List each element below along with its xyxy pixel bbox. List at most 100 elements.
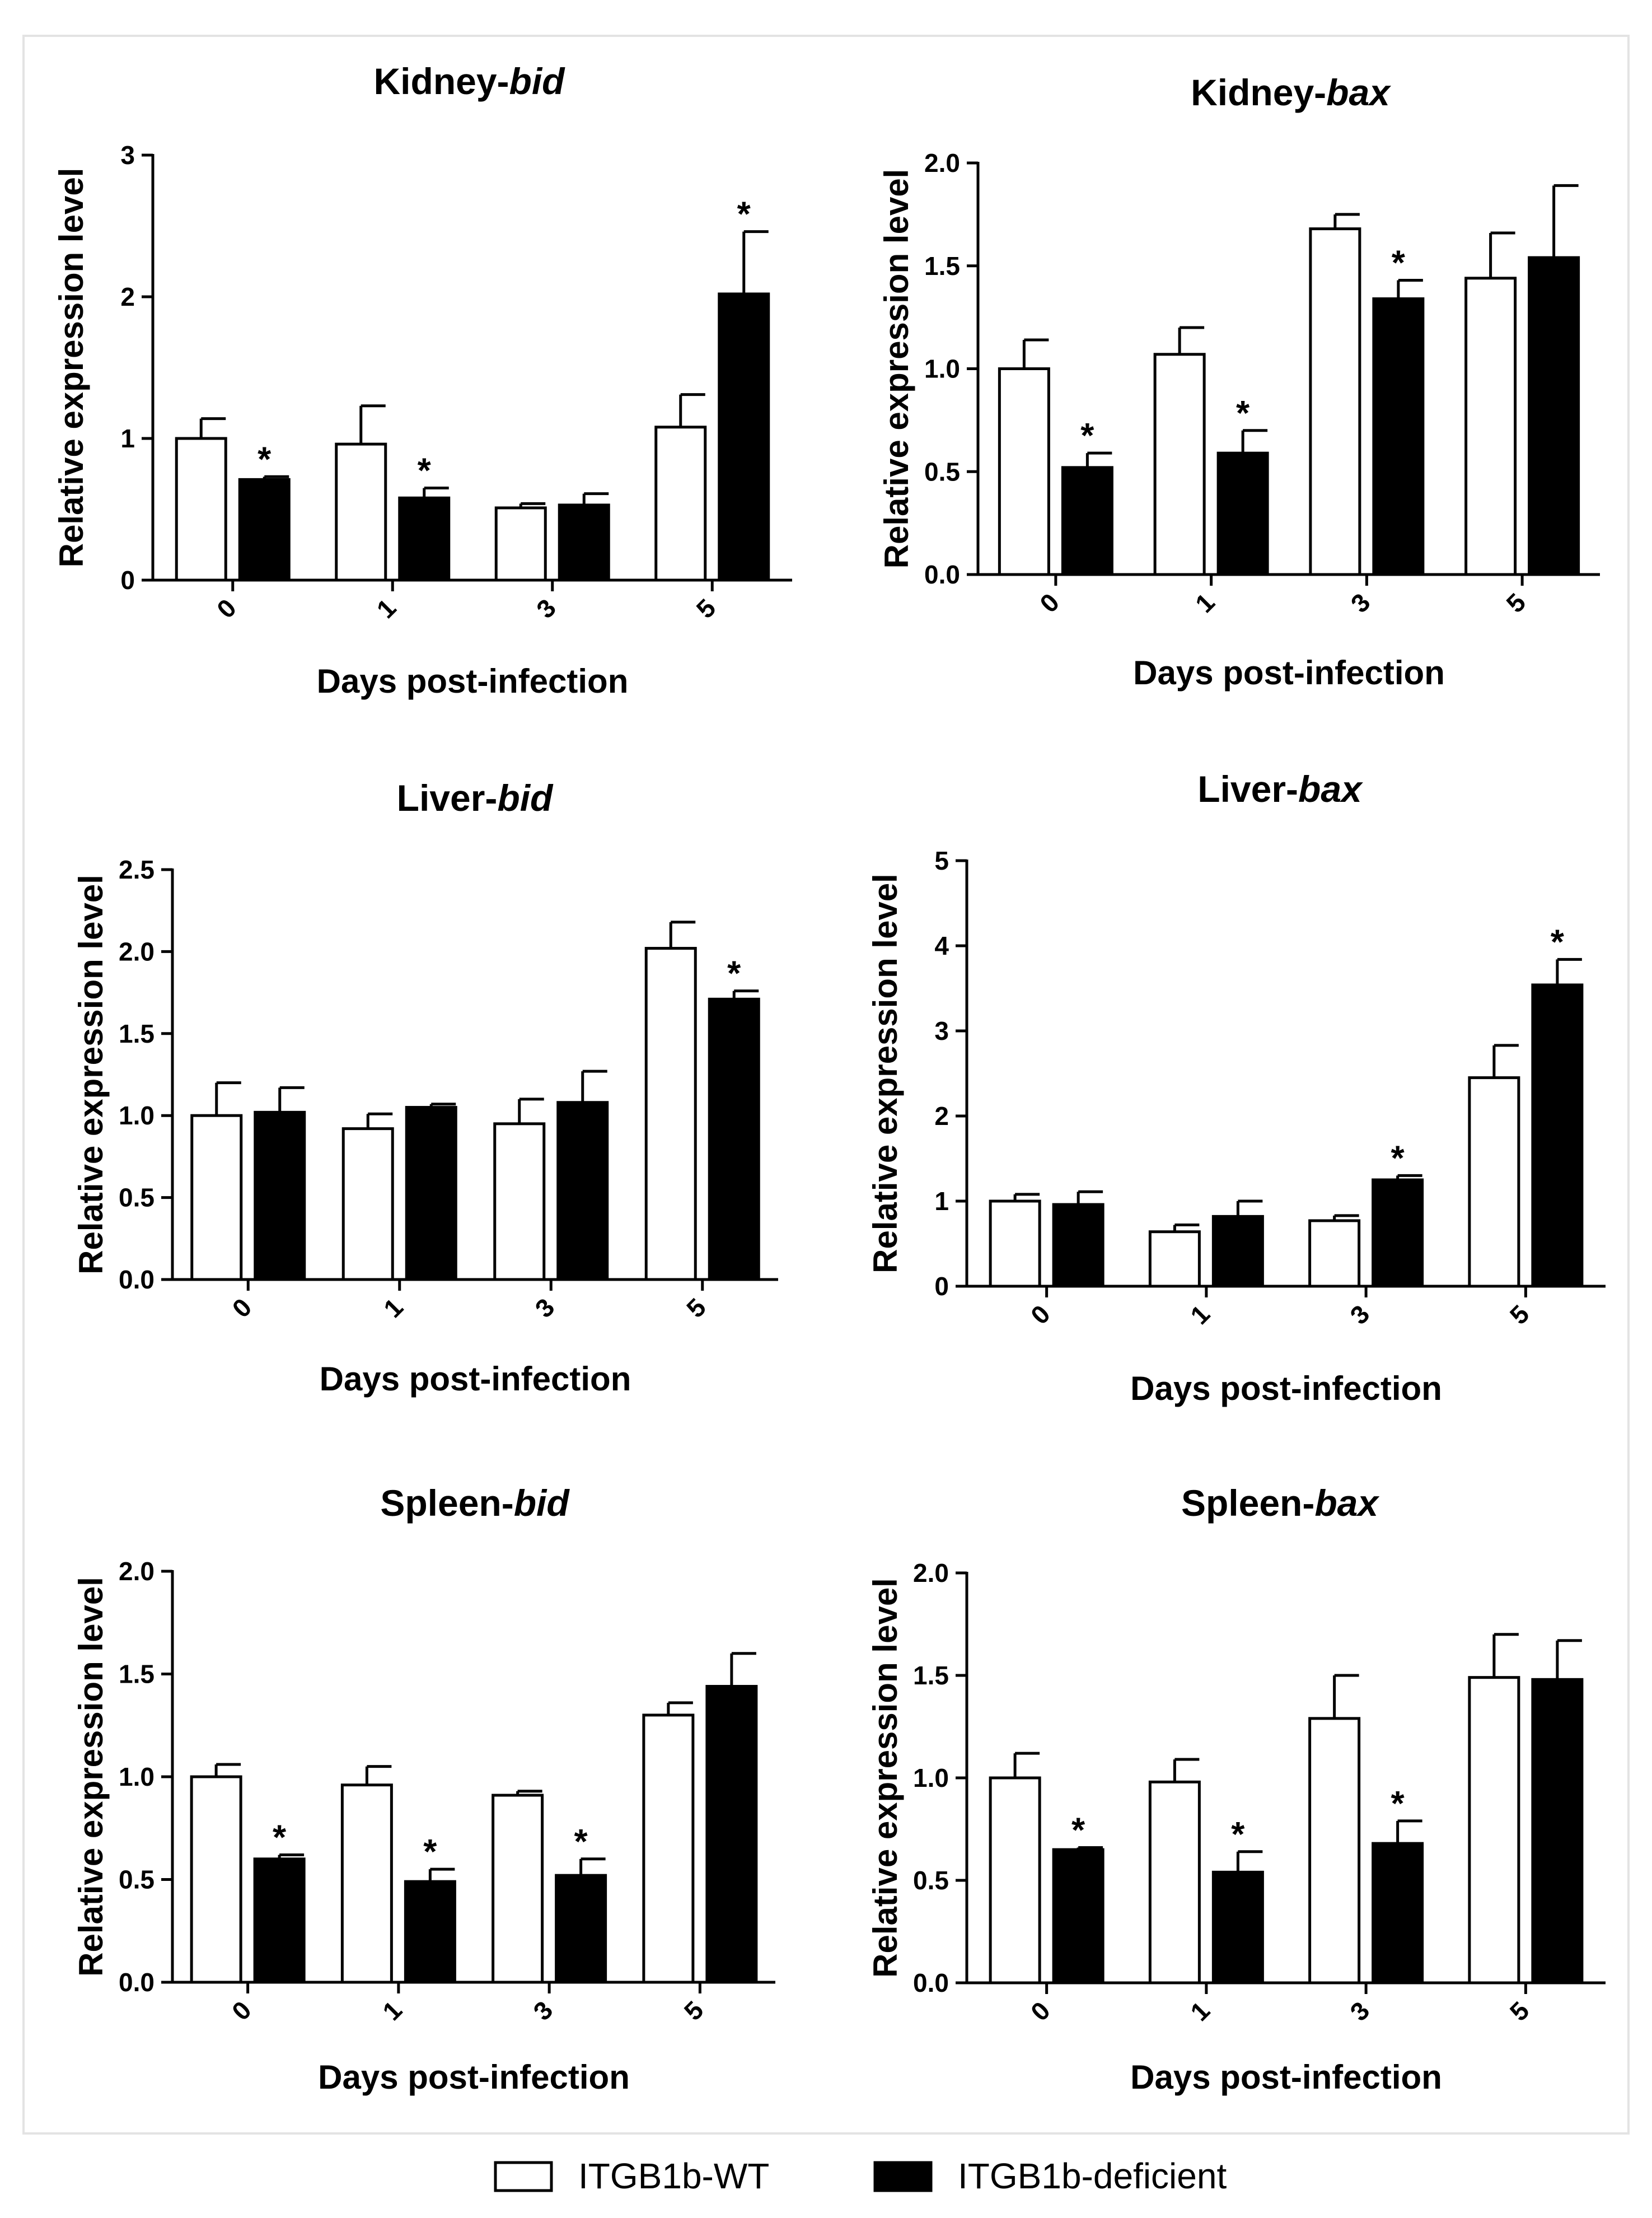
y-tick-label: 2.0 (913, 1558, 949, 1587)
significance-star: * (423, 1833, 437, 1871)
x-tick-label: 1 (371, 593, 402, 624)
chart-panel-kidney-bid: Kidney-bid 0 1 2 3 0 * 1 * 3 5 * Relative expression… (53, 60, 792, 700)
bar-deficient (238, 478, 291, 582)
bar-wt (1148, 1780, 1201, 1984)
x-tick-label: 3 (1345, 587, 1376, 618)
bar-wt (493, 1122, 546, 1281)
chart-title-organ: Liver- (1197, 768, 1298, 810)
bar-wt (494, 506, 547, 582)
x-tick-label: 0 (1034, 587, 1065, 618)
significance-star: * (1392, 244, 1406, 282)
significance-star: * (1080, 417, 1094, 455)
bar-wt (989, 1199, 1041, 1288)
significance-star: * (727, 955, 741, 993)
legend-swatch-deficient (873, 2161, 933, 2192)
bar-wt (190, 1775, 242, 1984)
y-tick-label: 1 (120, 424, 135, 453)
chart-title-gene: bid (514, 1482, 570, 1524)
y-tick-label: 0.0 (924, 560, 960, 589)
chart-panels: Kidney-bid 0 1 2 3 0 * 1 * 3 5 * Relative expression… (53, 60, 1606, 2096)
y-tick-label: 1 (934, 1187, 949, 1216)
bar-deficient (558, 503, 610, 582)
chart-title: Liver-bid (397, 777, 554, 819)
bar-wt (335, 442, 387, 582)
x-tick-label: 0 (226, 1995, 257, 2026)
y-tick-label: 0.0 (119, 1265, 155, 1294)
x-tick-label: 1 (377, 1995, 408, 2026)
chart-title: Spleen-bid (380, 1482, 570, 1524)
chart-panel-liver-bid: Liver-bid 0.0 0.5 1.0 1.5 2.0 2.5 0 1 3 5 * Relative… (72, 777, 778, 1398)
x-tick-label: 5 (1504, 1996, 1535, 2026)
significance-star: * (418, 452, 432, 491)
x-axis-label: Days post-infection (317, 662, 629, 700)
bar-deficient (705, 1685, 758, 1984)
bar-deficient (1211, 1870, 1264, 1984)
y-tick-label: 0.5 (119, 1865, 155, 1894)
chart-panel-kidney-bax: Kidney-bax 0.0 0.5 1.0 1.5 2.0 0 * 1 * 3 * 5 Relative… (878, 72, 1600, 692)
x-axis-label: Days post-infection (1130, 2058, 1442, 2096)
legend-swatch-wt (494, 2161, 553, 2192)
bar-deficient (708, 997, 760, 1281)
chart-title: Kidney-bid (374, 60, 566, 102)
x-tick-label: 1 (1185, 1299, 1215, 1330)
chart-title: Spleen-bax (1181, 1482, 1379, 1524)
x-axis-label: Days post-infection (318, 2058, 630, 2096)
chart-title-organ: Spleen- (1181, 1482, 1314, 1524)
significance-star: * (1391, 1785, 1405, 1823)
x-axis-label: Days post-infection (320, 1360, 631, 1398)
chart-title-gene: bax (1298, 768, 1363, 810)
bar-deficient (1531, 983, 1584, 1288)
bar-wt (644, 947, 697, 1281)
bar-wt (1148, 1230, 1201, 1288)
y-tick-label: 3 (120, 141, 135, 170)
chart-title-organ: Kidney- (1191, 72, 1326, 113)
chart-title: Kidney-bax (1191, 72, 1391, 113)
y-tick-label: 1.0 (924, 354, 960, 384)
y-axis-label: Relative expression level (867, 1578, 904, 1978)
x-tick-label: 5 (678, 1995, 709, 2026)
y-tick-label: 0 (934, 1272, 949, 1301)
y-tick-label: 2.0 (119, 937, 155, 966)
chart-panel-spleen-bax: Spleen-bax 0.0 0.5 1.0 1.5 2.0 0 * 1 * 3 * 5 Relative… (867, 1482, 1606, 2096)
y-tick-label: 2.0 (924, 148, 960, 178)
bar-wt (642, 1713, 695, 1984)
bar-wt (1468, 1676, 1520, 1984)
bar-deficient (404, 1880, 456, 1984)
bar-wt (492, 1794, 544, 1984)
significance-star: * (1231, 1815, 1245, 1854)
chart-title-gene: bid (509, 60, 566, 102)
bar-deficient (1052, 1848, 1105, 1984)
bar-wt (1464, 277, 1517, 576)
legend: ITGB1b-WT ITGB1b-deficient (494, 2156, 1227, 2196)
bar-deficient (718, 292, 770, 582)
bar-wt (1468, 1076, 1520, 1288)
y-tick-label: 1.0 (119, 1762, 155, 1791)
bar-deficient (253, 1857, 306, 1984)
chart-title-organ: Kidney- (374, 60, 509, 102)
chart-title-gene: bax (1326, 72, 1391, 113)
significance-star: * (1071, 1811, 1085, 1850)
y-tick-label: 0.5 (924, 457, 960, 486)
bar-deficient (405, 1106, 457, 1281)
y-tick-label: 0 (120, 566, 135, 595)
x-tick-label: 3 (527, 1995, 558, 2026)
chart-panel-spleen-bid: Spleen-bid 0.0 0.5 1.0 1.5 2.0 0 * 1 * 3 * 5 Relative… (72, 1482, 775, 2096)
bar-wt (1308, 1717, 1361, 1984)
bar-deficient (556, 1101, 609, 1281)
x-tick-label: 5 (1500, 587, 1531, 618)
bar-deficient (1061, 466, 1113, 576)
bar-wt (190, 1114, 243, 1281)
y-tick-label: 4 (934, 931, 949, 960)
bar-deficient (1528, 256, 1580, 576)
x-tick-label: 0 (1025, 1299, 1056, 1330)
bar-wt (989, 1776, 1041, 1984)
bar-wt (341, 1127, 394, 1281)
x-tick-label: 5 (1504, 1299, 1535, 1330)
y-tick-label: 2.0 (119, 1557, 155, 1586)
bar-deficient (555, 1874, 607, 1984)
y-tick-label: 1.5 (924, 251, 960, 281)
x-tick-label: 0 (211, 593, 242, 624)
chart-title-gene: bid (497, 777, 554, 819)
y-tick-label: 1.5 (119, 1019, 155, 1048)
x-tick-label: 3 (531, 593, 561, 624)
